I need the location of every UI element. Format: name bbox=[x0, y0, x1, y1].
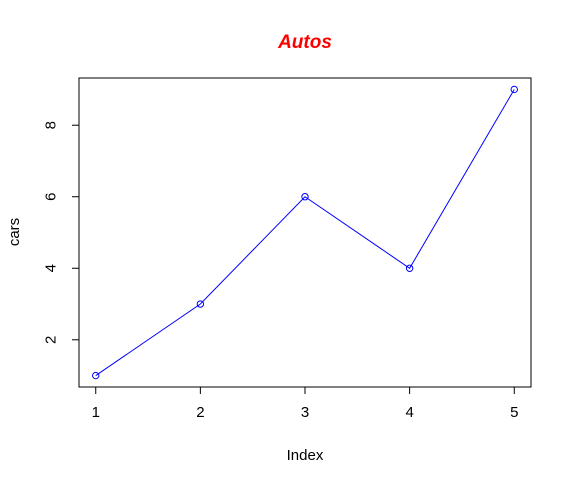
x-axis: 1 2 3 4 5 bbox=[92, 386, 518, 421]
data-point bbox=[301, 193, 309, 201]
data-point bbox=[196, 300, 205, 308]
x-axis-label: Index bbox=[287, 447, 324, 464]
y-tick-label: 4 bbox=[43, 264, 60, 272]
data-point bbox=[92, 371, 100, 380]
data-point bbox=[510, 85, 518, 94]
series-line bbox=[95, 89, 515, 376]
x-tick-label: 3 bbox=[301, 404, 309, 421]
y-tick-label: 6 bbox=[43, 193, 60, 201]
chart-title: Autos bbox=[277, 32, 332, 53]
x-tick-label: 2 bbox=[196, 404, 204, 421]
y-tick-label: 2 bbox=[43, 336, 60, 344]
x-tick-label: 5 bbox=[510, 404, 518, 421]
x-tick-label: 4 bbox=[405, 404, 413, 421]
y-axis-label: cars bbox=[6, 218, 23, 246]
x-tick-label: 1 bbox=[92, 404, 100, 421]
y-axis: 2 4 6 8 bbox=[43, 121, 80, 344]
data-point bbox=[405, 264, 414, 272]
series-layer bbox=[92, 85, 518, 380]
y-tick-label: 8 bbox=[43, 121, 60, 129]
